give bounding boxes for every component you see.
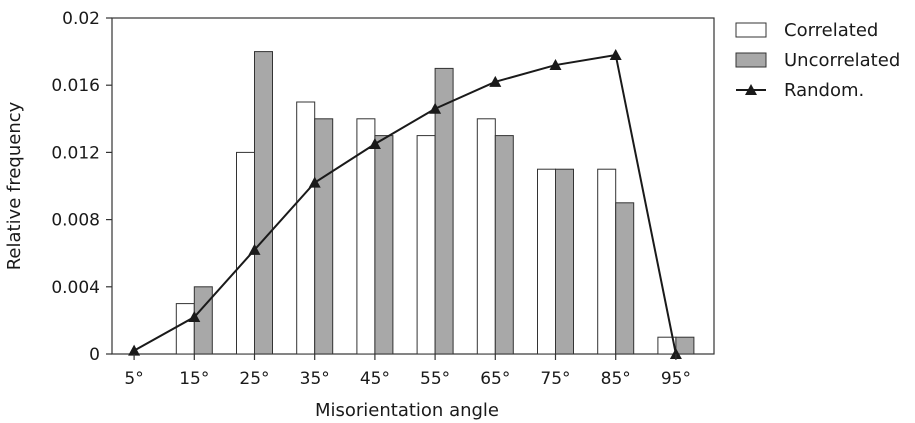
x-tick-label: 35°	[300, 369, 330, 389]
bars-layer	[176, 52, 694, 354]
y-tick-label: 0	[89, 345, 100, 365]
bar-uncorrelated	[676, 337, 694, 354]
x-tick-label: 45°	[360, 369, 390, 389]
x-tick-label: 15°	[179, 369, 209, 389]
x-tick-label: 65°	[480, 369, 510, 389]
legend: Correlated Uncorrelated Random.	[736, 20, 900, 101]
bar-correlated	[598, 169, 616, 354]
y-tick-label: 0.016	[51, 76, 100, 96]
y-axis-title: Relative frequency	[4, 101, 25, 270]
bar-uncorrelated	[556, 169, 574, 354]
y-tick-label: 0.012	[51, 143, 100, 163]
bar-uncorrelated	[255, 52, 273, 354]
legend-label: Random.	[784, 80, 864, 101]
bar-uncorrelated	[315, 119, 333, 354]
y-tick-label: 0.02	[62, 9, 100, 29]
bar-correlated	[417, 136, 435, 354]
y-tick-label: 0.004	[51, 278, 100, 298]
bar-correlated	[538, 169, 556, 354]
x-tick-label: 95°	[661, 369, 691, 389]
bar-uncorrelated	[495, 136, 513, 354]
y-tick-label: 0.008	[51, 211, 100, 231]
x-axis: 5° 15° 25° 35° 45° 55° 65° 75° 85° 95°	[124, 354, 691, 389]
x-tick-label: 85°	[601, 369, 631, 389]
x-tick-label: 5°	[124, 369, 143, 389]
x-tick-label: 25°	[239, 369, 269, 389]
random-point	[610, 49, 622, 60]
bar-uncorrelated	[375, 136, 393, 354]
x-tick-label: 55°	[420, 369, 450, 389]
bar-correlated	[477, 119, 495, 354]
legend-swatch	[736, 53, 766, 67]
bar-correlated	[176, 304, 194, 354]
bar-correlated	[297, 102, 315, 354]
random-point	[128, 345, 140, 356]
bar-uncorrelated	[616, 203, 634, 354]
x-axis-title: Misorientation angle	[315, 400, 499, 421]
x-tick-label: 75°	[540, 369, 570, 389]
random-line	[134, 55, 676, 354]
legend-swatch	[736, 23, 766, 37]
y-axis: 0 0.004 0.008 0.012 0.016 0.02	[51, 9, 112, 365]
legend-label: Correlated	[784, 20, 878, 41]
legend-label: Uncorrelated	[784, 50, 900, 71]
